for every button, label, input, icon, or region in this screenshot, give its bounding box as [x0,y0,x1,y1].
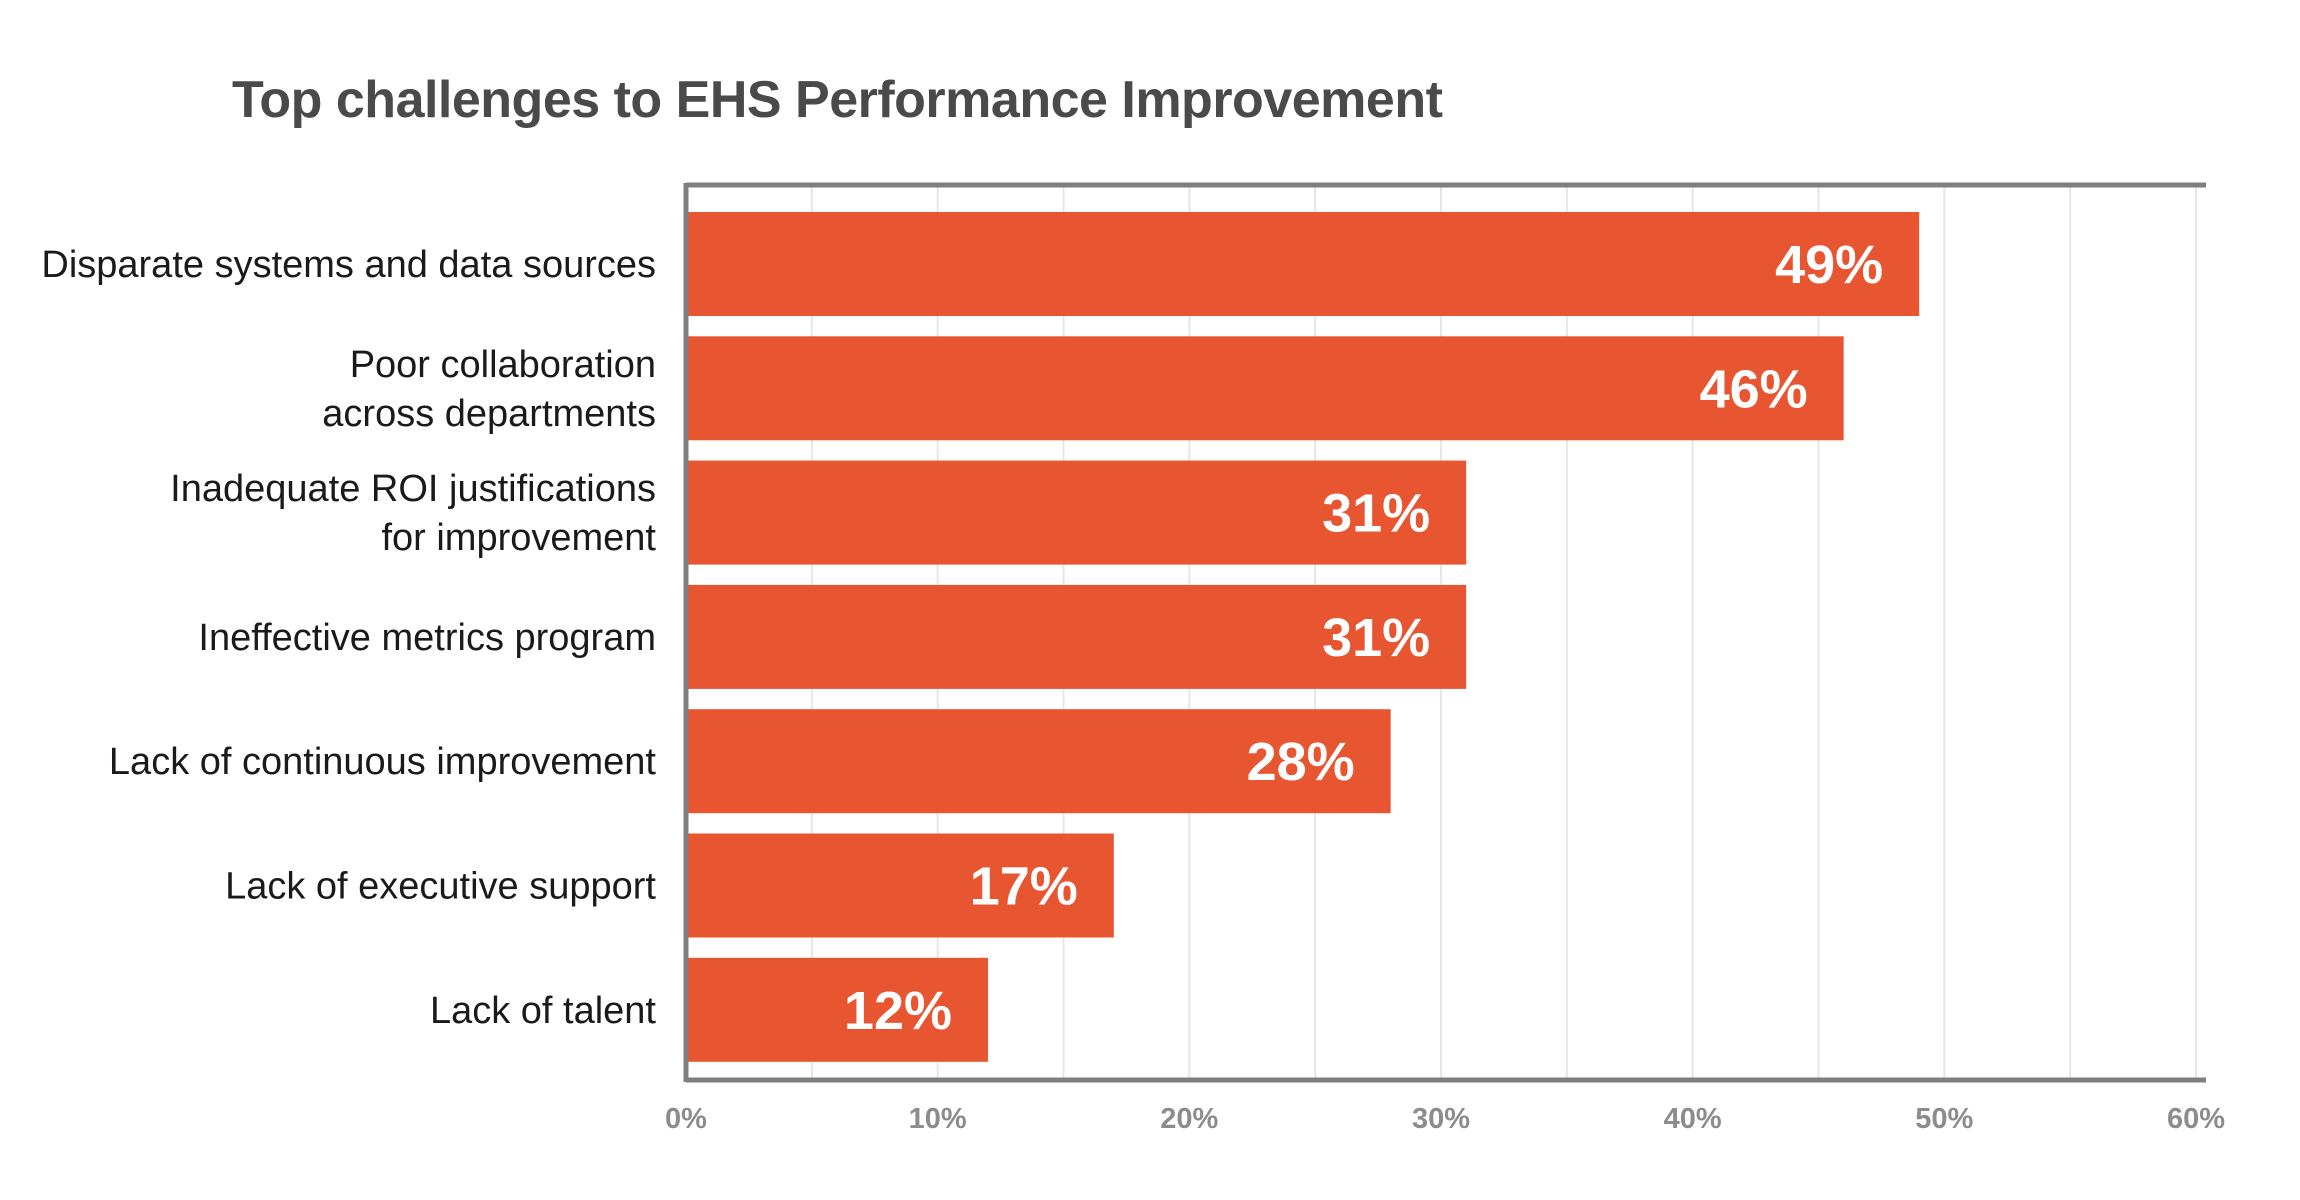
x-tick-label: 60% [2167,1103,2225,1135]
category-label: Lack of talent [430,990,656,1032]
bar [686,460,1467,565]
category-label: Inadequate ROI justifications for improve… [170,468,656,559]
bar-value-label: 31% [1322,484,1430,544]
bar-value-label: 28% [1247,732,1355,792]
bar-value-label: 12% [844,981,952,1041]
category-label: Lack of executive support [225,866,656,908]
bar [686,957,988,1062]
axes [683,182,2206,1083]
bar-value-labels: 49% 46% 31% 31% 28% 17% 12% [844,235,1883,1041]
bar [686,336,1844,441]
category-label: Disparate systems and data sources [41,244,656,286]
bar-value-label: 49% [1775,235,1883,295]
category-label: Lack of continuous improvement [109,741,657,783]
bar-value-label: 17% [970,857,1078,917]
x-tick-label: 30% [1412,1103,1470,1135]
x-tick-label: 20% [1160,1103,1218,1135]
bar-value-label: 46% [1700,359,1808,419]
bars [686,212,1920,1062]
bar [686,212,1920,316]
category-label: Poor collaboration across departments [322,344,656,435]
x-tick-label: 40% [1664,1103,1722,1135]
x-tick-label: 10% [909,1103,967,1135]
bar [686,584,1467,689]
category-labels: Disparate systems and data sources Poor c… [41,244,656,1032]
bar [686,833,1114,938]
bar-value-label: 31% [1322,608,1430,668]
chart-title: Top challenges to EHS Performance Improv… [232,71,1443,129]
x-tick-labels: 0% 10% 20% 30% 40% 50% 60% [665,1103,2225,1135]
bar [686,709,1391,814]
category-label: Ineffective metrics program [198,617,656,659]
x-tick-label: 50% [1915,1103,1973,1135]
x-tick-label: 0% [665,1103,707,1135]
